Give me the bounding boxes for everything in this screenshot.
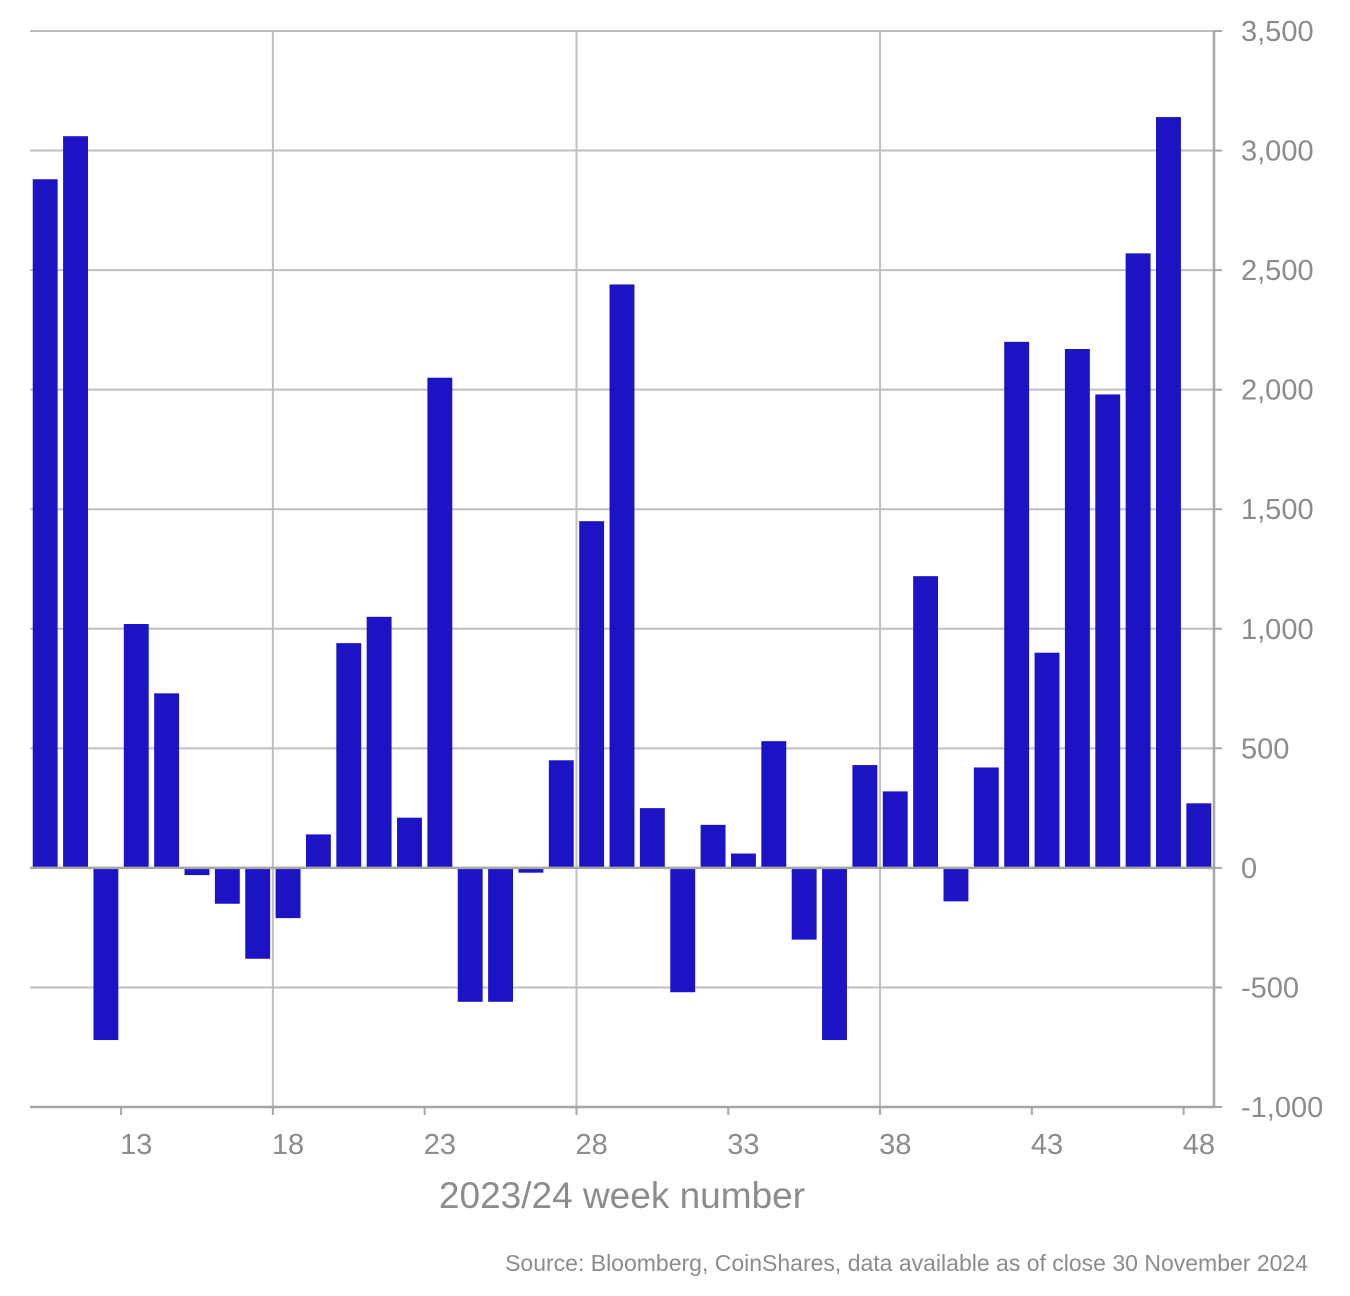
bar-week-13 <box>123 623 149 868</box>
bar-week-48 <box>1186 803 1212 868</box>
bar-week-45 <box>1095 394 1121 868</box>
bar-week-23 <box>427 377 453 868</box>
y-axis-tick-labels: -1,000 -500 0 500 1,000 1,500 2,000 2,500 3,000 3… <box>1241 16 1323 1124</box>
y-tick-label: 3,500 <box>1241 16 1314 48</box>
x-tick-label: 38 <box>879 1129 911 1161</box>
vertical-gridlines <box>271 31 882 1107</box>
bar-week-46 <box>1125 253 1151 868</box>
bar-week-35 <box>791 867 817 940</box>
x-axis-tick-labels: 13 18 23 28 33 38 43 48 <box>120 1129 1215 1161</box>
bar-week-26 <box>518 867 544 873</box>
bar-week-31 <box>670 867 696 993</box>
y-tick-label: -1,000 <box>1241 1092 1323 1124</box>
bar-week-44 <box>1064 349 1090 868</box>
y-tick-label: 500 <box>1241 733 1289 765</box>
x-tick-label: 23 <box>424 1129 456 1161</box>
bar-week-11 <box>63 136 88 868</box>
bar-week-19 <box>305 834 331 868</box>
bar-week-21 <box>366 616 392 868</box>
bar-week-36 <box>822 867 847 1041</box>
bar-week-10 <box>32 179 58 868</box>
bar-week-14 <box>154 693 180 868</box>
x-tick-label: 48 <box>1183 1129 1215 1161</box>
y-tick-label: 1,000 <box>1241 614 1314 646</box>
bar-week-33 <box>730 853 756 868</box>
bar-week-41 <box>973 767 999 868</box>
bar-week-40 <box>943 867 969 902</box>
bar-week-17 <box>245 867 271 959</box>
bar-week-22 <box>397 817 422 868</box>
x-tick-label: 18 <box>272 1129 304 1161</box>
y-tick-label: 2,000 <box>1241 375 1314 407</box>
x-tick-label: 33 <box>727 1129 759 1161</box>
bar-week-43 <box>1034 652 1060 868</box>
bar-week-28 <box>579 521 605 868</box>
bar-week-38 <box>882 791 908 868</box>
bar-week-32 <box>700 824 726 868</box>
source-note: Source: Bloomberg, CoinShares, data avai… <box>505 1250 1308 1276</box>
axes <box>30 30 1222 1115</box>
y-tick-label: -500 <box>1241 972 1299 1004</box>
bar-week-39 <box>913 576 939 868</box>
bar-week-16 <box>214 867 240 904</box>
y-tick-label: 2,500 <box>1241 255 1314 287</box>
x-tick-label: 28 <box>576 1129 608 1161</box>
bar-week-29 <box>609 284 635 868</box>
x-axis-title: 2023/24 week number <box>439 1175 805 1216</box>
bar-week-18 <box>275 867 301 919</box>
bar-series <box>32 117 1212 1041</box>
bar-week-20 <box>336 643 362 868</box>
bar-week-42 <box>1004 341 1030 868</box>
bar-week-15 <box>184 867 210 876</box>
x-tick-label: 13 <box>120 1129 152 1161</box>
bar-week-47 <box>1156 117 1181 868</box>
bar-week-25 <box>488 867 514 1002</box>
bar-week-34 <box>761 741 787 868</box>
bar-week-37 <box>852 765 878 868</box>
x-tick-label: 43 <box>1031 1129 1063 1161</box>
y-tick-label: 0 <box>1241 853 1257 885</box>
y-tick-label: 1,500 <box>1241 494 1314 526</box>
bar-week-30 <box>639 808 665 868</box>
bar-week-12 <box>93 867 119 1041</box>
bar-week-24 <box>457 867 483 1002</box>
y-tick-label: 3,000 <box>1241 136 1314 168</box>
bar-week-27 <box>548 760 574 868</box>
